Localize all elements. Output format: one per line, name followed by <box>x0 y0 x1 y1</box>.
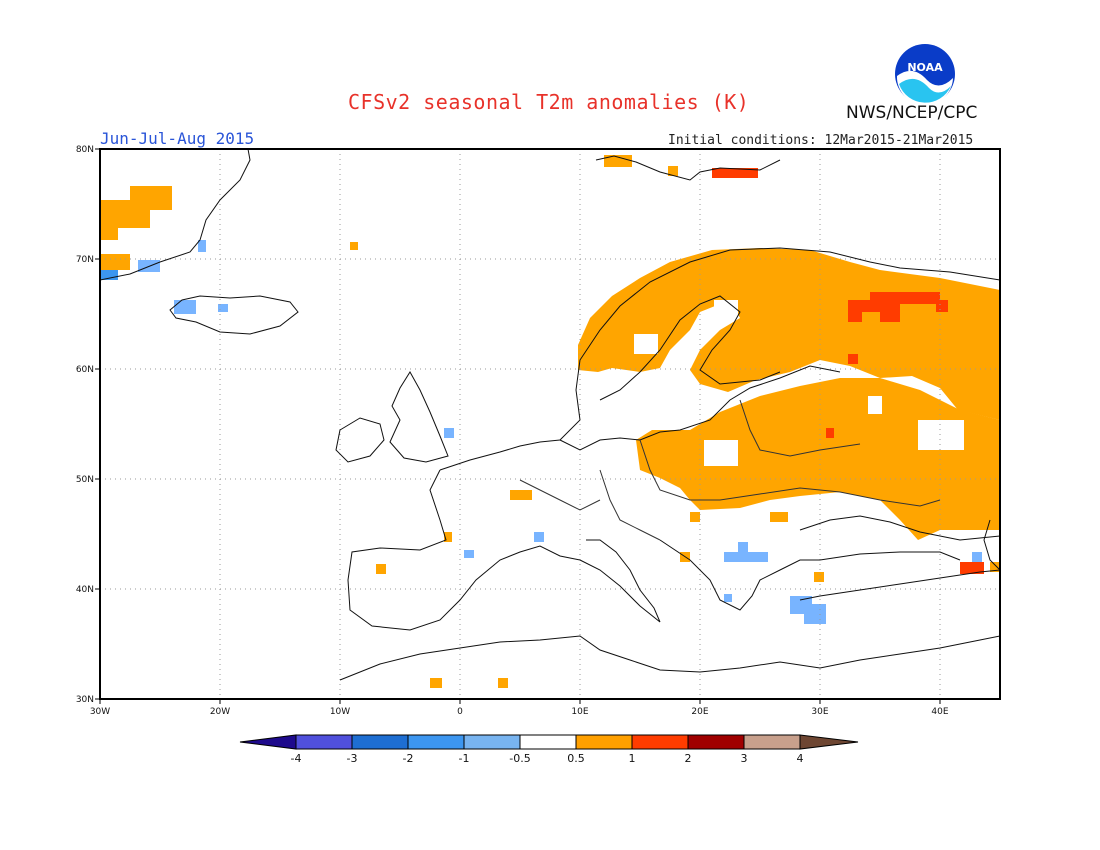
y-axis: 30N 40N 50N 60N 70N 80N <box>76 145 100 705</box>
y-tick-label: 80N <box>76 145 94 155</box>
colorbar-label: 1 <box>629 752 636 765</box>
anomaly-biscay <box>444 532 452 542</box>
anomaly-greenland-blue-2 <box>198 240 206 252</box>
anomaly-spain-blue <box>464 550 474 558</box>
colorbar-label: 4 <box>797 752 804 765</box>
gap-russia-1 <box>868 396 882 414</box>
colorbar-swatch <box>575 734 633 750</box>
colorbar-min-arrow <box>239 734 297 750</box>
colorbar-swatch <box>463 734 521 750</box>
colorbar-max-arrow <box>799 734 859 750</box>
y-tick-label: 70N <box>76 255 94 265</box>
colorbar-labels: -4 -3 -2 -1 -0.5 0.5 1 2 3 4 <box>291 752 804 765</box>
anomaly-balkan-blue-2 <box>738 542 748 552</box>
colorbar-label: -1 <box>459 752 470 765</box>
x-tick-label: 20E <box>691 707 708 717</box>
colorbar-swatch <box>519 734 577 750</box>
logo-text: NOAA <box>907 61 943 74</box>
agency-label: NWS/NCEP/CPC <box>846 103 978 123</box>
x-tick-label: 0 <box>457 707 463 717</box>
map-frame-group <box>99 148 1001 700</box>
anomaly-russia-red <box>848 354 858 364</box>
y-tick-label: 60N <box>76 365 94 375</box>
x-tick-label: 30E <box>811 707 828 717</box>
colorbar-label: -2 <box>403 752 414 765</box>
x-tick-label: 40E <box>931 707 948 717</box>
anomaly-belarus-red <box>826 428 834 438</box>
colorbar-label: -3 <box>347 752 358 765</box>
colorbar-swatch <box>687 734 745 750</box>
anomaly-romania <box>770 512 788 522</box>
colorbar-label: 0.5 <box>567 752 585 765</box>
colorbar-swatch <box>351 734 409 750</box>
colorbar-label: -0.5 <box>509 752 530 765</box>
forecast-period: Jun-Jul-Aug 2015 <box>100 129 255 148</box>
y-tick-label: 40N <box>76 585 94 595</box>
colorbar-swatch <box>407 734 465 750</box>
colorbar-boxes <box>239 734 859 750</box>
anomaly-scandinavia <box>578 248 1000 420</box>
noaa-logo: NOAA <box>895 44 955 106</box>
colorbar-swatch <box>743 734 801 750</box>
anomaly-med-blue <box>534 532 544 542</box>
colorbar-swatch <box>631 734 689 750</box>
x-tick-label: 10E <box>571 707 588 717</box>
anomaly-greenland <box>100 186 172 240</box>
x-tick-label: 10W <box>330 707 350 717</box>
colorbar-label: 3 <box>741 752 748 765</box>
map-title: CFSv2 seasonal T2m anomalies (K) <box>348 90 750 114</box>
anomaly-greece-blue <box>724 594 732 602</box>
anomaly-portugal <box>376 564 386 574</box>
anomaly-kola-2 <box>936 300 948 312</box>
anomaly-svalbard-o2 <box>668 166 678 176</box>
x-axis: 30W 20W 10W 0 10E 20E 30E 40E <box>90 699 949 717</box>
anomaly-algeria <box>498 678 508 688</box>
anomaly-turkey <box>814 572 824 582</box>
anomaly-svalbard-r <box>712 168 758 178</box>
anomaly-caucasus <box>990 562 1000 572</box>
gap-norway <box>634 334 658 354</box>
anomaly-caucasus-red <box>960 562 984 574</box>
gridlines <box>100 149 1000 699</box>
colorbar-swatch <box>295 734 353 750</box>
y-tick-label: 50N <box>76 475 94 485</box>
anomaly-iceland-blue-2 <box>218 304 228 312</box>
anomaly-morocco <box>430 678 442 688</box>
anomaly-greenland-blue-3 <box>100 270 118 280</box>
logo-wave <box>899 78 951 103</box>
anomaly-svalbard-o <box>604 155 632 167</box>
anomaly-greenland-2 <box>100 254 130 270</box>
anomaly-sea-dot <box>350 242 358 250</box>
anomaly-france <box>510 490 532 500</box>
x-tick-label: 30W <box>90 707 110 717</box>
anomaly-hungary <box>690 512 700 522</box>
gap-sweden <box>600 380 646 392</box>
anomaly-eastern-europe <box>636 378 1000 540</box>
colorbar-label: 2 <box>685 752 692 765</box>
colorbar-label: -4 <box>291 752 302 765</box>
y-tick-label: 30N <box>76 695 94 705</box>
anomaly-georgia-blue <box>972 552 982 562</box>
map-border <box>99 148 1001 700</box>
coastlines <box>100 149 1000 681</box>
gap-russia-2 <box>918 420 964 450</box>
anomaly-iceland-blue <box>174 300 196 314</box>
x-tick-label: 20W <box>210 707 230 717</box>
gap-poland <box>704 440 738 466</box>
anomaly-ireland-blue <box>444 428 454 438</box>
anomaly-balkan-blue <box>724 552 768 562</box>
gap-bothnia <box>714 300 738 314</box>
initial-conditions: Initial conditions: 12Mar2015-21Mar2015 <box>668 133 974 148</box>
anomaly-kola <box>848 292 940 322</box>
